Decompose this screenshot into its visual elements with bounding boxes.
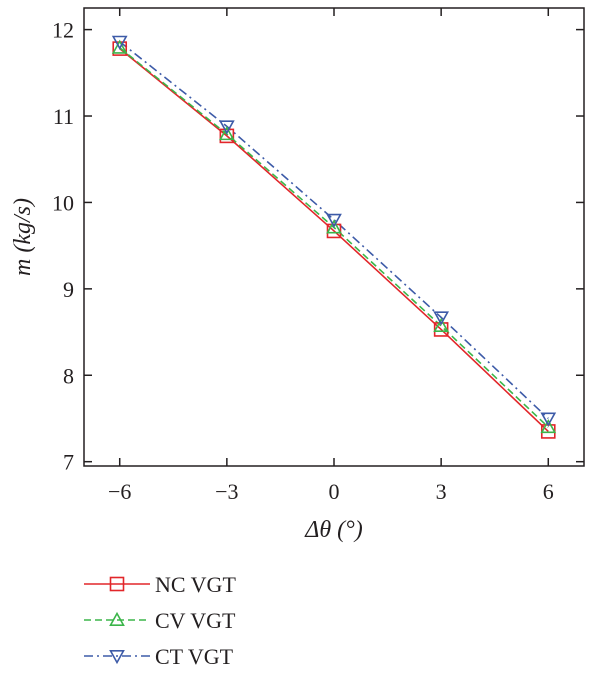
legend-marker [109, 611, 125, 627]
data-point [540, 418, 557, 434]
data-point [433, 317, 450, 333]
data-point [433, 311, 450, 326]
y-tick-label: 7 [63, 450, 74, 475]
data-point [111, 39, 128, 54]
legend-marker [109, 649, 125, 665]
legend-label: CT VGT [155, 644, 234, 669]
data-point [218, 126, 235, 141]
series-markers [111, 35, 557, 439]
x-tick-label: 3 [436, 479, 447, 504]
data-point [218, 120, 235, 135]
data-point [326, 223, 342, 239]
data-point [326, 213, 342, 228]
data-point [219, 128, 235, 144]
legend-marker [109, 576, 125, 592]
data-point [326, 219, 342, 234]
y-tick-label: 10 [52, 190, 74, 215]
y-tick-label: 9 [63, 277, 74, 302]
x-tick-label: 6 [543, 479, 554, 504]
series-line-nc-vgt [119, 47, 549, 433]
axis-ticks: −6 −3 0 3 6 7 8 9 10 11 12 [52, 8, 584, 504]
data-point [111, 35, 128, 50]
x-tick-label: −3 [215, 479, 238, 504]
y-tick-label: 12 [52, 18, 74, 43]
legend-label: NC VGT [155, 572, 236, 597]
y-tick-label: 11 [53, 104, 74, 129]
x-tick-label: 0 [329, 479, 340, 504]
x-tick-label: −6 [108, 479, 131, 504]
y-tick-label: 8 [63, 363, 74, 388]
legend: NC VGT CV VGT CT VGT [84, 572, 236, 669]
y-axis-label: m (kg/s) [10, 198, 36, 276]
x-axis-label: Δθ (°) [304, 517, 362, 543]
data-point [540, 412, 557, 427]
series-lines [119, 41, 549, 433]
legend-label: CV VGT [155, 608, 236, 633]
